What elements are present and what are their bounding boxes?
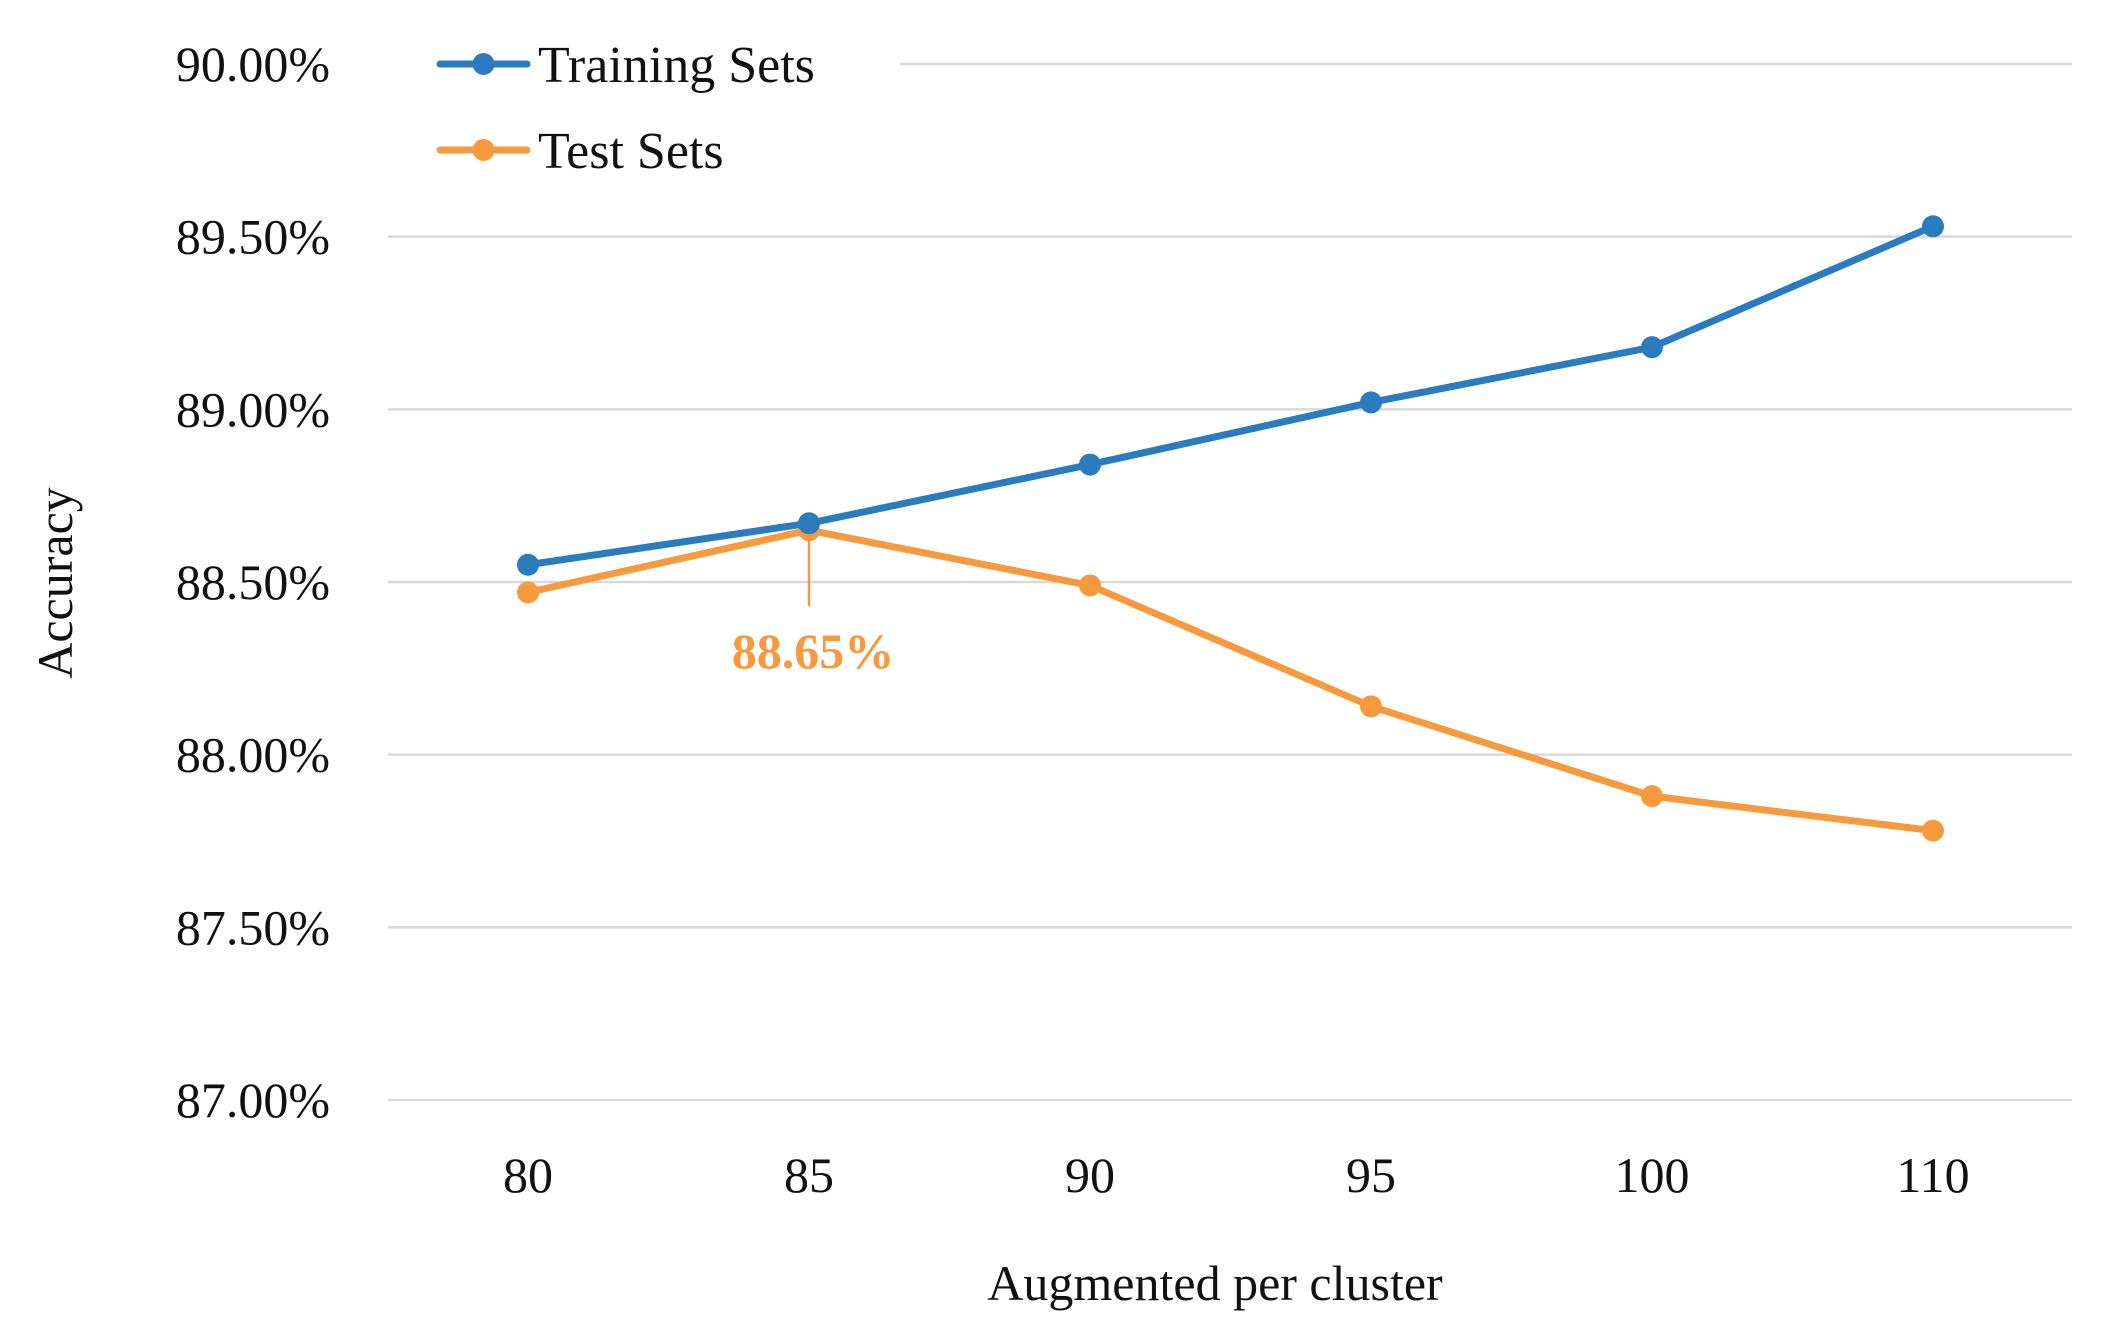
y-axis-ticks: 87.00% 87.50% 88.00% 88.50% 89.00% 89.50% 90.0… — [176, 36, 330, 1128]
data-point-test — [1079, 574, 1101, 597]
y-tick-label: 90.00% — [176, 36, 330, 92]
data-point-test — [1360, 695, 1382, 718]
legend-label: Test Sets — [538, 123, 724, 180]
data-point-training — [1641, 336, 1663, 359]
legend-swatch-marker — [472, 53, 495, 75]
y-tick-label: 89.50% — [176, 209, 330, 265]
x-tick-label: 90 — [1065, 1147, 1115, 1203]
legend: Training Sets Test Sets — [436, 37, 815, 180]
x-tick-label: 80 — [503, 1147, 553, 1203]
data-point-test — [1641, 785, 1663, 808]
x-axis-title: Augmented per cluster — [987, 1255, 1443, 1311]
annotations: 88.65% — [732, 540, 895, 679]
x-tick-label: 95 — [1346, 1147, 1396, 1203]
data-point-test — [517, 581, 539, 604]
legend-swatch-marker — [472, 139, 495, 161]
data-point-training — [1079, 453, 1101, 476]
data-point-training — [517, 553, 539, 576]
x-tick-label: 110 — [1896, 1147, 1969, 1203]
legend-label: Training Sets — [538, 37, 815, 94]
y-tick-label: 88.50% — [176, 554, 330, 610]
x-tick-label: 85 — [784, 1147, 834, 1203]
series — [517, 215, 1944, 842]
data-point-test — [1922, 819, 1944, 842]
annotation-label: 88.65% — [732, 623, 895, 679]
data-point-training — [1922, 215, 1944, 238]
series-line-test — [524, 526, 1937, 835]
y-axis-title: Accuracy — [27, 487, 83, 679]
x-tick-label: 100 — [1615, 1147, 1690, 1203]
series-line-training — [524, 222, 1937, 569]
x-axis-ticks: 80 85 90 95 100 110 — [503, 1147, 1970, 1203]
data-point-training — [1360, 391, 1382, 414]
y-tick-label: 87.00% — [176, 1072, 330, 1128]
gridlines — [388, 62, 2072, 1102]
y-tick-label: 88.00% — [176, 727, 330, 783]
y-tick-label: 89.00% — [176, 381, 330, 437]
y-tick-label: 87.50% — [176, 899, 330, 955]
data-point-training — [798, 512, 820, 535]
